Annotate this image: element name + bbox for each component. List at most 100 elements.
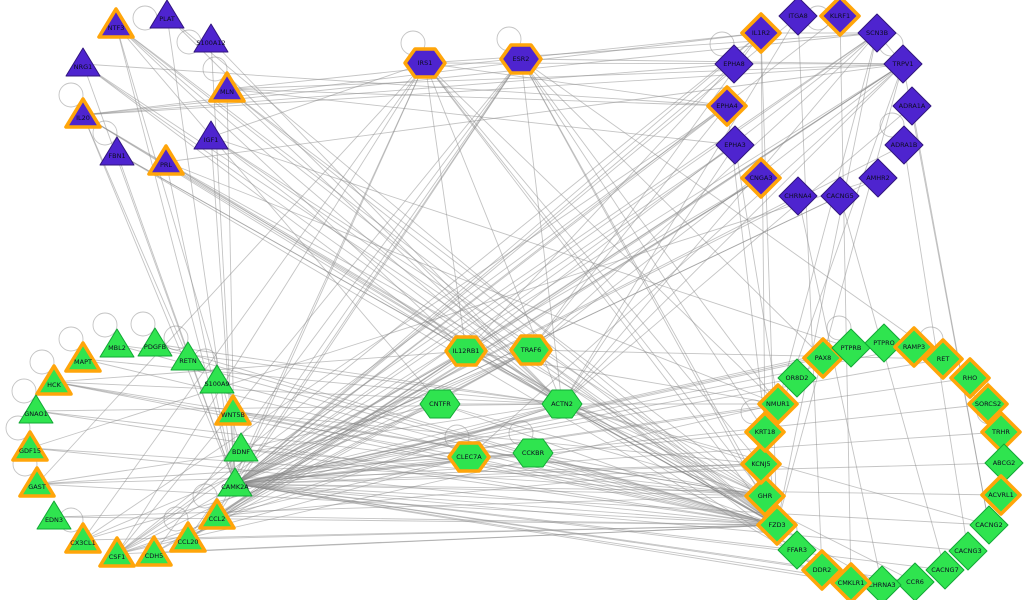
triangle-node-shape	[64, 97, 102, 129]
node-WNT5B[interactable]: WNT5B	[214, 394, 252, 426]
node-FBN1[interactable]: FBN1	[99, 136, 135, 166]
diamond-node-shape	[864, 323, 904, 363]
edge-FZD3-TRPV1	[776, 63, 904, 526]
triangle-node-shape	[65, 47, 101, 77]
node-GDF15[interactable]: GDF15	[11, 430, 49, 462]
triangle-node-shape	[223, 432, 259, 462]
edge-FZD3-GDF15	[29, 447, 778, 526]
node-ADRA1B[interactable]: ADRA1B	[884, 125, 924, 165]
edge-CAMK2A-KRT18	[234, 431, 766, 485]
edge-FZD3-CCL2	[216, 515, 778, 526]
edge-KLRF1-CMKLR1	[839, 15, 852, 584]
node-KLRF1[interactable]: KLRF1	[819, 0, 861, 37]
diamond-node-shape	[948, 531, 988, 571]
edge-IRS1-IL12RB1	[424, 62, 467, 352]
self-loop-EPHA8	[709, 31, 735, 57]
edge-MLN-IL1R2	[226, 32, 762, 90]
hexagon-node-shape	[499, 43, 543, 75]
edge-CAMK2A-IL1R2	[234, 32, 762, 485]
node-CSF1[interactable]: CSF1	[98, 536, 136, 568]
edge-CAMK2A-ITGA8	[234, 15, 799, 485]
edge-FZD3-GNAO1	[35, 410, 778, 526]
diamond-node-shape	[756, 504, 798, 546]
node-IRS1[interactable]: IRS1	[403, 47, 447, 79]
edge-IRS1-CX3CL1	[82, 62, 426, 541]
triangle-node-shape	[170, 341, 206, 371]
node-PDGFB[interactable]: PDGFB	[137, 327, 173, 357]
triangle-node-shape	[64, 522, 102, 554]
edge-PRL-CAMK2A	[165, 161, 236, 485]
self-loop-GNAO1	[11, 378, 37, 404]
edge-EPHA3-NMUR1	[734, 144, 779, 405]
node-TRAF6[interactable]: TRAF6	[509, 334, 553, 366]
edge-IRS1-SCN3B	[424, 32, 878, 64]
edge-CAMK2A-ACVRL1	[234, 483, 1002, 496]
node-GNAO1[interactable]: GNAO1	[18, 394, 54, 424]
edge-IRS1-KCNJ5	[424, 62, 762, 465]
triangle-node-shape	[97, 7, 135, 39]
edge-ACTN2-ADRA1A	[561, 105, 913, 405]
edge-ESR2-CDH5	[153, 58, 522, 554]
edge-TRAF6-FZD3	[530, 349, 778, 526]
node-CNGA3[interactable]: CNGA3	[740, 157, 782, 199]
node-EDN3[interactable]: EDN3	[36, 500, 72, 530]
edge-CSF1-SCN3B	[116, 32, 878, 555]
diamond-node-shape	[862, 565, 902, 600]
self-loop-IL20	[58, 82, 84, 108]
edge-CAMK2A-CACNG3	[234, 483, 969, 552]
edge-CLEC7A-FZD3	[468, 456, 778, 526]
diamond-node-shape	[884, 125, 924, 165]
node-SCN3B[interactable]: SCN3B	[857, 13, 897, 53]
node-CLEC7A[interactable]: CLEC7A	[447, 441, 491, 473]
node-EPHA8[interactable]: EPHA8	[714, 44, 754, 84]
edge-AMHR2-GDF15	[29, 177, 879, 449]
node-ADRA1A[interactable]: ADRA1A	[892, 86, 932, 126]
node-IL12RB1[interactable]: IL12RB1	[444, 335, 488, 367]
diamond-node-shape	[925, 550, 965, 590]
edge-CCL2-TRPV1	[216, 63, 904, 517]
hexagon-node-shape	[541, 389, 583, 419]
node-NTF3[interactable]: NTF3	[97, 7, 135, 39]
self-loop-FBN1	[92, 120, 118, 146]
self-loop-MAPT	[58, 326, 84, 352]
edge-FZD3-EDN3	[53, 516, 778, 526]
node-CACNG5[interactable]: CACNG5	[820, 176, 860, 216]
edge-CACNG5-CACNG7	[839, 195, 946, 571]
edge-CNTFR-FZD3	[439, 403, 778, 526]
node-ESR2[interactable]: ESR2	[499, 43, 543, 75]
node-IL20[interactable]: IL20	[64, 97, 102, 129]
node-ABCG2[interactable]: ABCG2	[984, 443, 1024, 483]
node-NRG1[interactable]: NRG1	[65, 47, 101, 77]
diamond-node-shape	[893, 326, 935, 368]
edge-GHR-BDNF	[240, 448, 766, 497]
node-PLAT[interactable]: PLAT	[149, 0, 185, 29]
edge-S100A12-ACTN2	[210, 39, 563, 405]
edge-CAMK2A-CACNG2	[234, 483, 990, 526]
edge-CAMK2A-EPHA3	[234, 144, 736, 485]
edge-CHRNA4-CHRNA3	[797, 195, 883, 586]
triangle-node-shape	[64, 341, 102, 373]
edge-CAMK2A-KLRF1	[234, 15, 841, 485]
triangle-node-shape	[35, 364, 73, 396]
diamond-node-shape	[714, 44, 754, 84]
edge-CAMK2A-KCNJ5	[234, 463, 762, 485]
edge-SCN3B-NMUR1	[777, 32, 878, 405]
edge-CAMK2A-FZD3	[234, 483, 778, 526]
node-ITGA8[interactable]: ITGA8	[778, 0, 818, 36]
triangle-node-shape	[217, 467, 253, 497]
node-CX3CL1[interactable]: CX3CL1	[64, 522, 102, 554]
node-S100A12[interactable]: S100A12	[193, 23, 229, 53]
node-MBL2[interactable]: MBL2	[99, 328, 135, 358]
edge-NRG1-IL12RB1	[82, 63, 467, 352]
edge-PRL-NMUR1	[165, 161, 779, 405]
diamond-node-shape	[980, 474, 1022, 516]
edge-ITGA8-DDR2	[797, 15, 823, 571]
edge-IGF1-CAMK2A	[210, 136, 236, 485]
edge-CAMK2A-PTPRB	[234, 347, 852, 485]
edge-IRS1-GAST	[36, 62, 426, 485]
node-MAPT[interactable]: MAPT	[64, 341, 102, 373]
node-IGF1[interactable]: IGF1	[193, 120, 229, 150]
node-EPHA3[interactable]: EPHA3	[715, 125, 755, 165]
